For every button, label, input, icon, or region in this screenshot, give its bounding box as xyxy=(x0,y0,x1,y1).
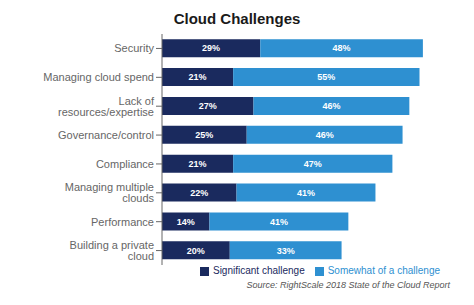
svg-text:Managing multipleclouds: Managing multipleclouds xyxy=(65,181,155,204)
svg-text:Performance: Performance xyxy=(91,216,154,228)
svg-text:Compliance: Compliance xyxy=(96,158,154,170)
svg-text:21%: 21% xyxy=(189,159,207,169)
svg-text:Security: Security xyxy=(114,42,154,54)
svg-text:14%: 14% xyxy=(177,217,195,227)
svg-text:Lack ofresources/expertise: Lack ofresources/expertise xyxy=(58,95,155,118)
svg-text:33%: 33% xyxy=(277,246,295,256)
svg-text:41%: 41% xyxy=(297,188,315,198)
svg-text:22%: 22% xyxy=(190,188,208,198)
svg-text:46%: 46% xyxy=(322,101,340,111)
svg-text:Governance/control: Governance/control xyxy=(58,129,154,141)
svg-text:41%: 41% xyxy=(270,217,288,227)
svg-text:29%: 29% xyxy=(202,43,220,53)
svg-text:Building a privatecloud: Building a privatecloud xyxy=(70,239,154,262)
svg-text:48%: 48% xyxy=(333,43,351,53)
svg-text:25%: 25% xyxy=(195,130,213,140)
svg-text:46%: 46% xyxy=(316,130,334,140)
svg-text:27%: 27% xyxy=(199,101,217,111)
svg-text:55%: 55% xyxy=(317,72,335,82)
svg-text:20%: 20% xyxy=(187,246,205,256)
html-text:Source: RightScale 2018 State: Source: RightScale 2018 State of the Clo… xyxy=(246,280,450,290)
html-text:Significant challenge: Significant challenge xyxy=(213,265,305,276)
svg-text:47%: 47% xyxy=(304,159,322,169)
svg-text:Managing cloud spend: Managing cloud spend xyxy=(43,71,154,83)
html-text:Somewhat of a challenge: Somewhat of a challenge xyxy=(327,265,440,276)
html-text:Cloud Challenges: Cloud Challenges xyxy=(173,10,301,27)
svg-text:21%: 21% xyxy=(189,72,207,82)
